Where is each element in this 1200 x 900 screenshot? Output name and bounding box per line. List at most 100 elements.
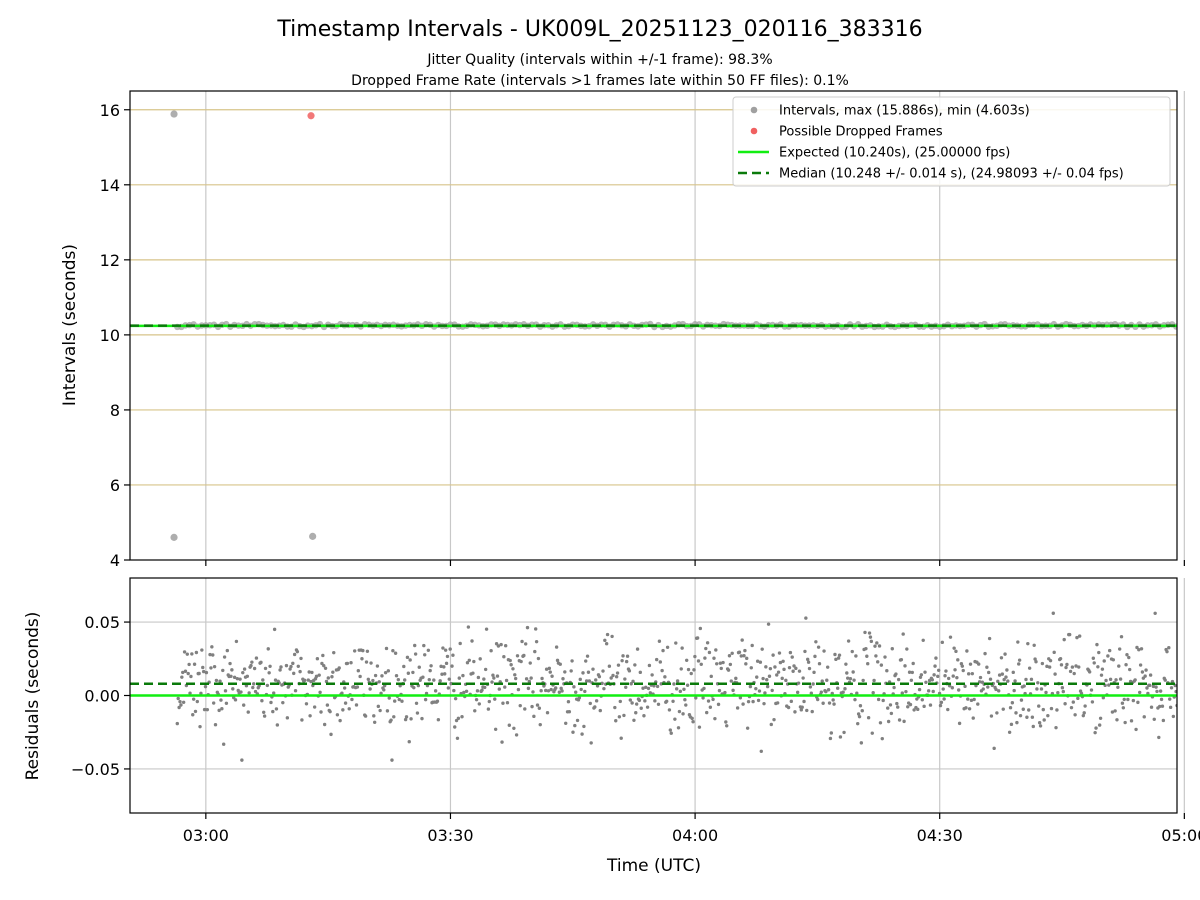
residual-point (860, 709, 864, 713)
residual-point (523, 707, 527, 711)
residual-point (221, 668, 225, 673)
residual-point (1149, 705, 1154, 709)
residual-point (440, 672, 444, 676)
residual-point (415, 711, 420, 715)
residual-point (441, 646, 445, 650)
residual-point (837, 653, 842, 657)
residual-point (1101, 696, 1106, 700)
residual-point (1071, 700, 1075, 704)
residual-point (708, 705, 713, 709)
residual-point (810, 709, 814, 714)
residual-point (1099, 673, 1104, 677)
residual-point (1014, 711, 1018, 715)
residual-point (477, 702, 481, 706)
residual-point (1009, 722, 1014, 727)
residual-point (396, 677, 401, 682)
legend-box (732, 96, 1171, 187)
residual-point (403, 678, 407, 682)
residual-point (846, 639, 851, 643)
residual-point (537, 706, 542, 710)
residual-point (1167, 646, 1171, 650)
interval-outlier-point (170, 110, 178, 118)
residual-point (811, 682, 815, 686)
residual-point (749, 666, 753, 670)
residual-point (371, 678, 375, 683)
residual-point (404, 715, 409, 719)
residual-point (438, 679, 442, 683)
residual-point (573, 723, 577, 728)
residual-point (838, 735, 843, 739)
residual-point (1063, 702, 1067, 706)
residual-point (1077, 665, 1081, 669)
residual-point (654, 657, 659, 662)
residual-point (570, 659, 574, 663)
residual-point (402, 664, 406, 669)
residual-point (1042, 718, 1046, 722)
residual-point (478, 657, 482, 661)
residual-point (448, 647, 452, 651)
residual-point (711, 697, 715, 702)
residual-point (254, 656, 259, 660)
residual-point (807, 666, 812, 671)
residual-point (557, 690, 562, 694)
residual-point (1096, 665, 1100, 669)
residual-point (598, 708, 602, 713)
residual-point (318, 690, 322, 695)
residual-point (951, 674, 955, 678)
residual-point (856, 721, 860, 726)
residual-point (948, 635, 953, 639)
residual-point (771, 653, 775, 657)
residual-point (432, 678, 436, 682)
residual-point (204, 670, 209, 675)
residual-point (674, 687, 679, 691)
residual-point (964, 706, 968, 710)
residual-point (1142, 715, 1146, 719)
residual-point (376, 704, 381, 709)
residual-point (939, 700, 944, 705)
residual-point (1113, 709, 1117, 713)
residual-point (179, 703, 183, 707)
residual-point (275, 723, 280, 727)
residual-point (235, 676, 240, 681)
residual-point (546, 689, 551, 693)
residual-point (279, 665, 283, 669)
residual-point (176, 696, 180, 701)
residual-point (447, 677, 451, 681)
residual-point (428, 668, 432, 673)
residual-point (1143, 674, 1147, 678)
residual-point (1124, 663, 1128, 667)
residual-point (423, 697, 428, 702)
residual-point (899, 657, 904, 662)
residual-point (922, 704, 926, 709)
legend-label: Intervals, max (15.886s), min (4.603s) (779, 104, 1030, 119)
x-tick-label: 04:30 (917, 826, 963, 845)
residual-point (580, 732, 584, 736)
residual-point (525, 625, 530, 630)
residual-point (1004, 675, 1008, 679)
residual-point (198, 724, 202, 729)
residual-point (392, 715, 396, 719)
residual-point (591, 667, 595, 671)
residual-point (936, 668, 941, 672)
residual-point (734, 676, 738, 681)
residual-point (714, 648, 718, 652)
residual-point (387, 696, 391, 700)
residual-point (755, 675, 759, 679)
interval-outlier-point (309, 532, 317, 540)
residual-point (821, 701, 825, 705)
residual-point (878, 721, 883, 725)
residual-point (343, 701, 348, 705)
residual-point (491, 673, 495, 677)
legend-label: Possible Dropped Frames (779, 125, 943, 140)
residual-point (867, 631, 872, 635)
residual-point (805, 708, 809, 713)
residual-point (1134, 727, 1138, 732)
residual-point (400, 699, 404, 703)
residual-point (505, 701, 510, 705)
residual-point (514, 733, 519, 737)
residual-point (737, 650, 742, 654)
residual-point (191, 713, 195, 717)
residual-point (190, 652, 194, 656)
residual-point (245, 674, 250, 679)
